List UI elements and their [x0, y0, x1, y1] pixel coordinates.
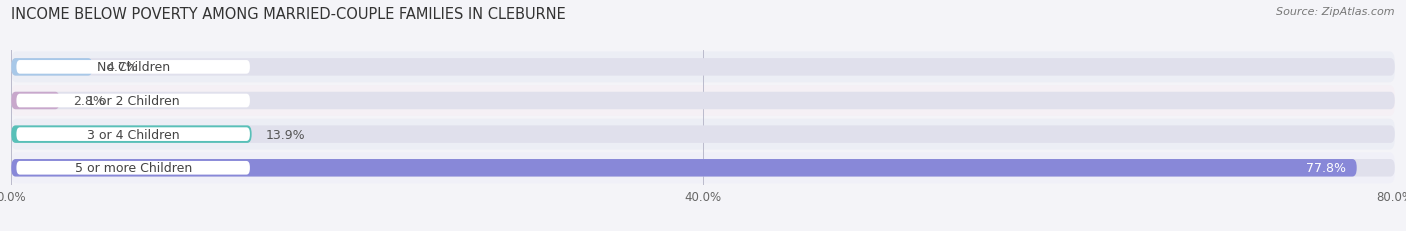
Text: 4.7%: 4.7% — [107, 61, 138, 74]
Text: INCOME BELOW POVERTY AMONG MARRIED-COUPLE FAMILIES IN CLEBURNE: INCOME BELOW POVERTY AMONG MARRIED-COUPL… — [11, 7, 567, 22]
FancyBboxPatch shape — [17, 128, 250, 141]
FancyBboxPatch shape — [11, 86, 1395, 116]
FancyBboxPatch shape — [11, 59, 1395, 76]
FancyBboxPatch shape — [17, 161, 250, 175]
Text: 13.9%: 13.9% — [266, 128, 305, 141]
FancyBboxPatch shape — [11, 52, 1395, 83]
FancyBboxPatch shape — [11, 126, 252, 143]
Text: 2.8%: 2.8% — [73, 94, 105, 108]
Text: 1 or 2 Children: 1 or 2 Children — [87, 94, 180, 108]
FancyBboxPatch shape — [17, 94, 250, 108]
FancyBboxPatch shape — [17, 61, 250, 74]
FancyBboxPatch shape — [11, 159, 1357, 177]
FancyBboxPatch shape — [11, 159, 1395, 177]
FancyBboxPatch shape — [11, 92, 1395, 110]
FancyBboxPatch shape — [11, 92, 59, 110]
Text: No Children: No Children — [97, 61, 170, 74]
FancyBboxPatch shape — [11, 153, 1395, 183]
Text: Source: ZipAtlas.com: Source: ZipAtlas.com — [1277, 7, 1395, 17]
FancyBboxPatch shape — [11, 126, 1395, 143]
Text: 3 or 4 Children: 3 or 4 Children — [87, 128, 180, 141]
Text: 5 or more Children: 5 or more Children — [75, 161, 191, 175]
Text: 77.8%: 77.8% — [1306, 161, 1347, 175]
FancyBboxPatch shape — [11, 119, 1395, 150]
FancyBboxPatch shape — [11, 59, 93, 76]
